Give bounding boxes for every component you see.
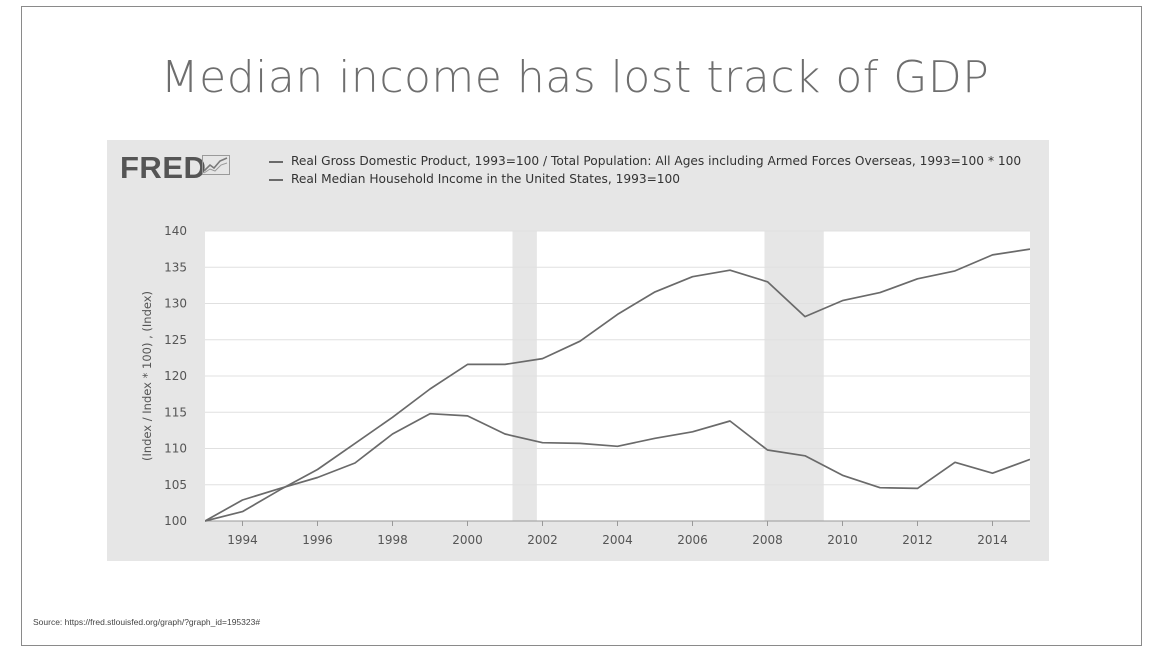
- y-tick-label: 115: [164, 405, 187, 419]
- y-tick-label: 100: [164, 514, 187, 528]
- legend-swatch: [269, 179, 283, 181]
- x-tick-label: 2014: [977, 533, 1008, 547]
- x-tick-label: 2008: [752, 533, 783, 547]
- x-tick-label: 1994: [227, 533, 258, 547]
- slide-title: Median income has lost track of GDP: [160, 52, 990, 103]
- y-tick-label: 130: [164, 297, 187, 311]
- chart-panel: FRED Real Gross Domestic Product, 1993=1…: [107, 140, 1049, 561]
- y-tick-label: 110: [164, 442, 187, 456]
- x-tick-label: 1996: [302, 533, 333, 547]
- y-axis-title: (Index / Index * 100) , (Index): [140, 291, 154, 461]
- y-tick-label: 125: [164, 333, 187, 347]
- legend-item-gdp: Real Gross Domestic Product, 1993=100 / …: [269, 154, 1039, 169]
- x-tick-label: 1998: [377, 533, 408, 547]
- legend-label-gdp: Real Gross Domestic Product, 1993=100 / …: [291, 154, 1022, 168]
- y-tick-label: 135: [164, 260, 187, 274]
- source-note: Source: https://fred.stlouisfed.org/grap…: [33, 617, 261, 627]
- legend-item-income: Real Median Household Income in the Unit…: [269, 172, 1039, 187]
- y-tick-label: 105: [164, 478, 187, 492]
- x-tick-label: 2010: [827, 533, 858, 547]
- x-tick-label: 2004: [602, 533, 633, 547]
- x-tick-label: 2006: [677, 533, 708, 547]
- series-line-gdp: [205, 248, 1030, 522]
- x-tick-label: 2000: [452, 533, 483, 547]
- chart-svg: 100 105 110 115 120 125 130 135 140 1994 1996 1998 2…: [140, 224, 1030, 547]
- fred-chart-icon: [202, 155, 230, 175]
- chart-legend: Real Gross Domestic Product, 1993=100 / …: [269, 154, 1039, 190]
- x-tick-label: 2012: [902, 533, 933, 547]
- y-tick-label: 140: [164, 224, 187, 238]
- legend-swatch: [269, 161, 283, 163]
- x-tick-label: 2002: [527, 533, 558, 547]
- series-line-income: [205, 412, 1030, 522]
- y-tick-label: 120: [164, 369, 187, 383]
- fred-logo: FRED: [120, 150, 207, 185]
- legend-label-income: Real Median Household Income in the Unit…: [291, 172, 681, 186]
